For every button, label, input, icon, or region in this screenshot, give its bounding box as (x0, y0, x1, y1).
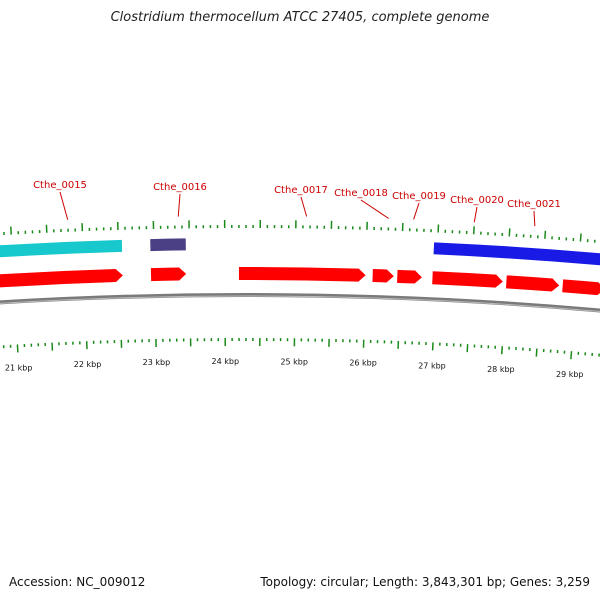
label-leader-line (59, 191, 69, 220)
tick-mark (535, 348, 538, 357)
backbone-arc (0, 292, 600, 313)
accession-text: Accession: NC_009012 (9, 575, 146, 589)
label-leader-line (413, 202, 420, 220)
genome-backbone (0, 292, 600, 313)
cds-arrow (505, 275, 560, 292)
cds-arrow (562, 279, 600, 296)
gene-label: Cthe_0015 (33, 180, 87, 191)
gene-label: Cthe_0019 (392, 191, 446, 202)
cds-track (0, 267, 600, 296)
gene-labels: Cthe_0015 Cthe_0016 Cthe_0017 Cthe_0018 Cthe… (33, 180, 561, 227)
tick-mark (544, 230, 547, 239)
feature-track (0, 238, 600, 266)
tick-mark (508, 228, 511, 237)
kbp-scale: 21 kbp 22 kbp 23 kbp 24 kbp 25 kbp 26 kbp 27 k… (5, 357, 584, 379)
purple-feature-band (150, 238, 186, 252)
backbone-highlight (0, 295, 600, 313)
kbp-label: 24 kbp (212, 357, 240, 366)
kbp-label: 26 kbp (349, 359, 377, 368)
label-leader-line (533, 210, 536, 227)
label-leader-line (177, 193, 181, 217)
gene-label: Cthe_0016 (153, 182, 207, 193)
cds-arrow (372, 268, 394, 283)
kbp-label: 21 kbp (5, 363, 33, 372)
cds-arrow (432, 271, 503, 288)
label-leader-line (360, 199, 389, 219)
cds-arrow (397, 269, 422, 284)
tick-mark (501, 346, 504, 355)
cds-arrow (150, 267, 187, 282)
gene-label: Cthe_0018 (334, 188, 388, 199)
cds-arrow (238, 267, 366, 282)
label-leader-line (473, 206, 478, 223)
cds-arrow (0, 269, 123, 288)
outer-tick-ring (3, 220, 596, 243)
kbp-label: 23 kbp (143, 358, 171, 367)
kbp-label: 28 kbp (487, 365, 515, 374)
genome-stats-text: Topology: circular; Length: 3,843,301 bp… (260, 575, 590, 589)
kbp-label: 22 kbp (74, 360, 102, 369)
inner-tick-ring (2, 337, 600, 360)
tick-mark (579, 233, 582, 242)
kbp-label: 29 kbp (556, 370, 584, 379)
map-title: Clostridium thermocellum ATCC 27405, com… (110, 10, 490, 25)
kbp-label: 25 kbp (280, 357, 308, 366)
label-leader-line (300, 196, 308, 217)
gene-label: Cthe_0017 (274, 185, 328, 196)
tick-mark (570, 351, 573, 360)
gene-label: Cthe_0021 (507, 199, 561, 210)
blue-feature-band (433, 242, 600, 266)
gene-label: Cthe_0020 (450, 195, 504, 206)
cyan-feature-band (0, 239, 123, 258)
kbp-label: 27 kbp (418, 361, 446, 370)
